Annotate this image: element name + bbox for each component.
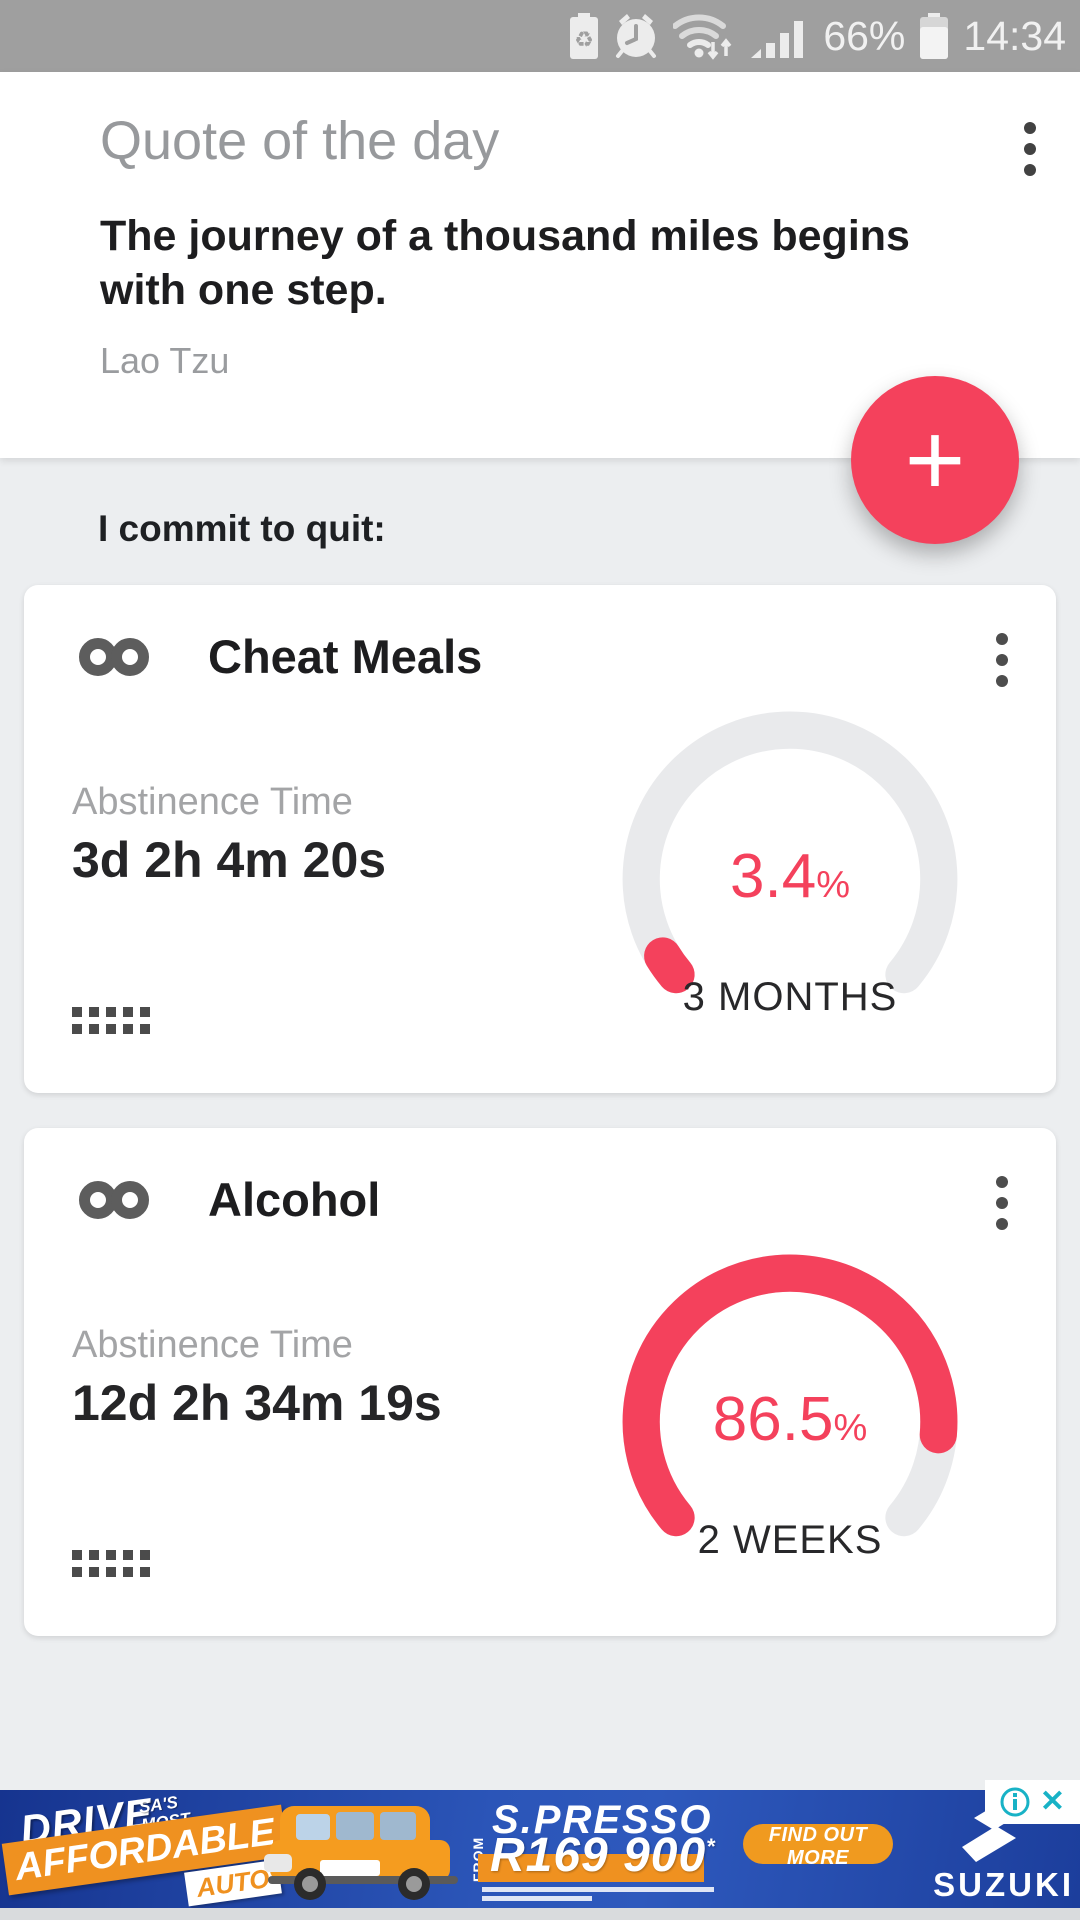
habit-name: Cheat Meals [208, 630, 483, 683]
car-image [264, 1806, 458, 1900]
abstinence-time: 12d 2h 34m 19s [72, 1375, 442, 1431]
habit-header: Alcohol [76, 1172, 380, 1227]
habit-card-alcohol[interactable]: Alcohol Abstinence Time 12d 2h 34m 19s 8… [24, 1128, 1056, 1636]
habit-menu-kebab-icon[interactable] [996, 1176, 1008, 1230]
habit-name: Alcohol [208, 1173, 381, 1226]
habit-card-cheat-meals[interactable]: Cheat Meals Abstinence Time 3d 2h 4m 20s… [24, 585, 1056, 1093]
ad-price-bar [478, 1854, 704, 1882]
ad-cta-button[interactable]: FIND OUT MORE [743, 1824, 893, 1869]
abstinence-label: Abstinence Time [72, 1324, 353, 1366]
ad-price: R169 900* [490, 1829, 716, 1882]
ad-fine-print [482, 1896, 592, 1901]
infinity-icon [79, 1180, 149, 1219]
abstinence-time: 3d 2h 4m 20s [72, 832, 387, 888]
commit-section-label: I commit to quit: [98, 508, 386, 549]
status-bar: ♻ 66% 14:34 [0, 0, 1080, 72]
suzuki-wordmark: SUZUKI [933, 1866, 1074, 1903]
gauge-percent: 3.4% [730, 842, 850, 911]
clock-text: 14:34 [963, 12, 1066, 59]
drag-dots-icon[interactable] [72, 1007, 150, 1034]
svg-text:♻: ♻ [574, 27, 594, 52]
quote-title: Quote of the day [100, 111, 500, 171]
battery-saver-icon: ♻ [570, 13, 599, 59]
drag-dots-icon[interactable] [72, 1550, 150, 1577]
abstinence-label: Abstinence Time [72, 781, 353, 823]
progress-gauge: 86.5% 2 WEEKS [604, 1236, 976, 1608]
gauge-goal: 2 WEEKS [697, 1518, 883, 1562]
gauge-arc [622, 711, 958, 994]
signal-bars-icon [751, 21, 804, 58]
alarm-icon [616, 14, 657, 58]
battery-percent: 66% [823, 12, 906, 59]
infinity-icon [79, 637, 149, 676]
quote-text: The journey of a thousand miles begins w… [100, 212, 910, 314]
quote-author: Lao Tzu [100, 340, 230, 381]
habit-menu-kebab-icon[interactable] [996, 633, 1008, 687]
add-habit-fab[interactable]: + [851, 376, 1019, 544]
gauge-arc [622, 1254, 958, 1537]
ad-info-icon[interactable] [1000, 1787, 1030, 1817]
ad-model-name: S.PRESSO [492, 1798, 713, 1842]
wifi-updown-icon [673, 14, 732, 60]
quote-menu-kebab-icon[interactable] [1024, 122, 1036, 176]
ad-fine-print [482, 1887, 714, 1892]
battery-icon [920, 13, 949, 59]
gauge-goal: 3 MONTHS [682, 975, 898, 1019]
bottom-strip [0, 1908, 1080, 1920]
habit-header: Cheat Meals [76, 629, 482, 684]
ad-info-box: ✕ [985, 1780, 1080, 1824]
progress-gauge: 3.4% 3 MONTHS [604, 693, 976, 1065]
ad-close-icon[interactable]: ✕ [1039, 1785, 1066, 1818]
ad-banner[interactable]: DRIVE SA'S MOST AFFORDABLE AUTO S.PRESSO… [0, 1780, 1080, 1908]
gauge-percent: 86.5% [712, 1385, 868, 1454]
